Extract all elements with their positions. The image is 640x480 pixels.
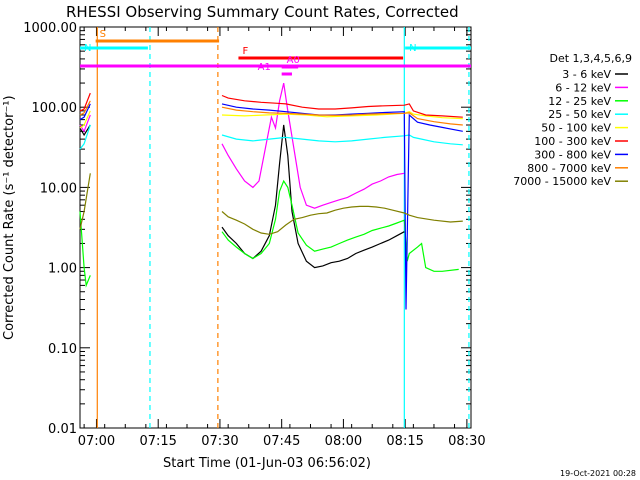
- series-line: [221, 134, 463, 146]
- x-tick-label: 08:30: [448, 434, 485, 449]
- legend-label: 300 - 800 keV: [534, 148, 611, 161]
- legend-label: 50 - 100 keV: [541, 122, 611, 135]
- axis-ticks: [80, 26, 471, 429]
- x-tick-label: 07:00: [78, 434, 115, 449]
- x-tick-label: 07:45: [263, 434, 300, 449]
- y-axis-label: Corrected Count Rate (s⁻¹ detector⁻¹): [2, 95, 17, 340]
- y-tick-label: 1.00: [48, 262, 77, 277]
- series-line: [79, 173, 91, 230]
- series-line: [79, 110, 91, 129]
- series-line: [221, 94, 463, 118]
- x-tick-labels: 07:00 07:15 07:30 07:45 08:00 08:15 08:30: [78, 434, 486, 449]
- legend-label: 6 - 12 keV: [555, 81, 611, 94]
- x-tick-label: 07:30: [201, 434, 238, 449]
- chart-title: RHESSI Observing Summary Count Rates, Co…: [66, 3, 459, 21]
- series-line: [79, 92, 91, 112]
- legend-label: 12 - 25 keV: [548, 95, 611, 108]
- series-line: [221, 103, 463, 310]
- series-line: [221, 205, 463, 235]
- x-tick-label: 07:15: [139, 434, 176, 449]
- legend-label: 800 - 7000 keV: [527, 162, 611, 175]
- series-line: [221, 82, 405, 209]
- legend-label: 25 - 50 keV: [548, 108, 611, 121]
- legend-label: 7000 - 15000 keV: [513, 175, 611, 188]
- flag-label: N: [84, 43, 91, 54]
- series-line: [79, 211, 91, 288]
- x-tick-label: 08:15: [386, 434, 423, 449]
- series-line: [221, 124, 405, 269]
- flag-label: F: [242, 46, 248, 57]
- series-line: [79, 103, 91, 121]
- y-tick-labels: 1000.00 100.00 10.00 1.00 0.10 0.01: [23, 21, 77, 437]
- plot-frame: [79, 26, 472, 429]
- status-flags: SNNFA0A1: [80, 29, 471, 76]
- series-line: [79, 100, 91, 116]
- x-axis-label: Start Time (01-Jun-03 06:56:02): [163, 456, 371, 471]
- y-tick-label: 100.00: [32, 101, 78, 116]
- series-line: [79, 124, 91, 137]
- legend-label: 3 - 6 keV: [562, 68, 611, 81]
- flag-label: S: [100, 29, 106, 40]
- series-line: [221, 106, 463, 126]
- timestamp: 19-Oct-2021 00:28: [560, 469, 636, 478]
- flag-label: N: [409, 43, 416, 54]
- series-lines: [79, 82, 463, 310]
- vertical-markers: [96, 27, 470, 428]
- series-line: [221, 179, 459, 272]
- legend-title: Det 1,3,4,5,6,9: [549, 52, 632, 65]
- legend-label: 100 - 300 keV: [534, 135, 611, 148]
- series-line: [79, 124, 91, 150]
- y-tick-label: 0.10: [48, 342, 77, 357]
- flag-label: A0: [287, 55, 300, 66]
- x-tick-label: 08:00: [325, 434, 362, 449]
- y-tick-label: 1000.00: [23, 21, 77, 36]
- series-line: [221, 111, 463, 120]
- y-tick-label: 0.01: [48, 422, 77, 437]
- y-tick-label: 10.00: [40, 181, 77, 196]
